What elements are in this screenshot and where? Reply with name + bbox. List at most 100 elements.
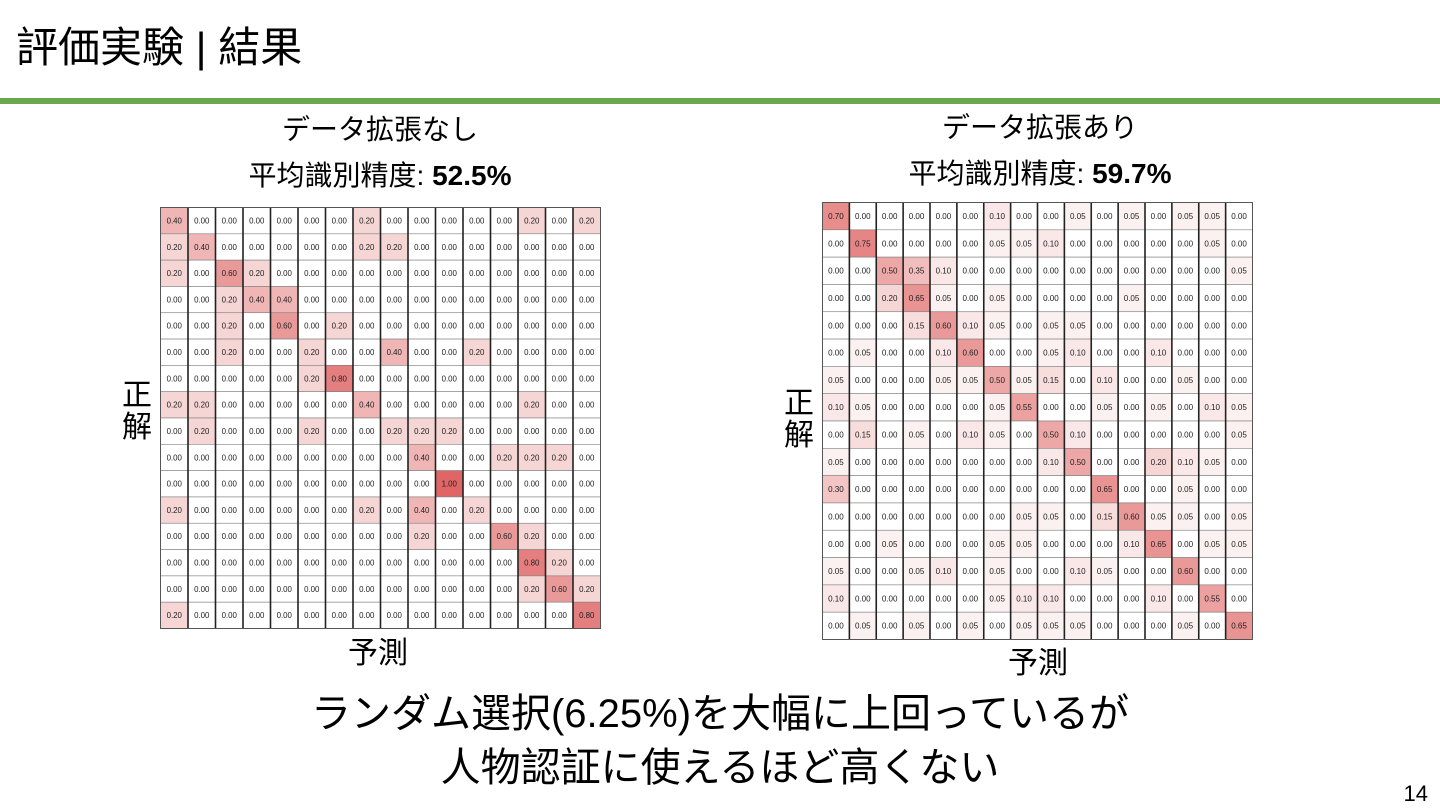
left-cell-label-5-0: 0.00 bbox=[167, 348, 183, 357]
left-cell-15-5 bbox=[297, 601, 326, 629]
right-cell-1-14 bbox=[1198, 229, 1226, 258]
right-cell-13-1 bbox=[849, 557, 877, 586]
right-cell-label-12-1: 0.00 bbox=[855, 540, 871, 549]
left-cell-label-5-10: 0.00 bbox=[442, 348, 458, 357]
left-cell-14-2 bbox=[215, 575, 244, 603]
right-cell-6-1 bbox=[849, 366, 877, 394]
right-cell-14-1 bbox=[849, 584, 877, 613]
right-cell-label-8-5: 0.10 bbox=[962, 431, 978, 440]
right-cell-10-12 bbox=[1144, 475, 1173, 504]
left-cell-label-8-7: 0.00 bbox=[359, 427, 375, 436]
left-cell-11-10 bbox=[435, 496, 464, 524]
left-cell-label-9-10: 0.00 bbox=[442, 453, 458, 462]
left-cell-label-0-9: 0.00 bbox=[414, 216, 430, 225]
right-cell-label-2-7: 0.00 bbox=[1016, 267, 1032, 276]
right-cell-label-1-9: 0.00 bbox=[1070, 239, 1086, 248]
right-cell-label-8-15: 0.05 bbox=[1231, 431, 1247, 440]
left-cell-1-5 bbox=[297, 233, 326, 261]
right-cell-14-10 bbox=[1090, 584, 1119, 613]
right-cell-label-5-7: 0.00 bbox=[1016, 349, 1032, 358]
right-cell-label-2-12: 0.00 bbox=[1151, 267, 1167, 276]
left-cell-7-6 bbox=[325, 391, 354, 419]
left-cell-4-5 bbox=[297, 312, 326, 340]
right-cell-4-8 bbox=[1037, 311, 1065, 340]
left-cell-1-2 bbox=[215, 233, 244, 261]
right-cell-label-11-13: 0.05 bbox=[1177, 512, 1193, 521]
right-cell-label-15-3: 0.05 bbox=[909, 622, 925, 631]
left-cell-label-3-7: 0.00 bbox=[359, 295, 375, 304]
left-cell-label-12-14: 0.00 bbox=[552, 532, 568, 541]
left-cell-13-8 bbox=[380, 549, 409, 577]
right-cell-label-11-10: 0.15 bbox=[1097, 512, 1113, 521]
right-ylabel: 正解 bbox=[779, 388, 819, 452]
left-cell-label-7-6: 0.00 bbox=[332, 401, 348, 410]
right-cell-label-0-7: 0.00 bbox=[1016, 212, 1032, 221]
left-cell-8-14 bbox=[545, 417, 574, 445]
left-cell-label-14-3: 0.00 bbox=[249, 585, 265, 594]
left-cell-label-1-5: 0.00 bbox=[304, 243, 320, 252]
left-cell-label-6-2: 0.00 bbox=[222, 374, 238, 383]
right-cell-13-8 bbox=[1037, 557, 1065, 586]
left-cell-15-6 bbox=[325, 601, 354, 629]
right-cell-label-7-11: 0.00 bbox=[1124, 403, 1140, 412]
right-cell-label-13-8: 0.00 bbox=[1043, 567, 1059, 576]
left-cell-2-9 bbox=[407, 259, 436, 287]
left-cell-label-0-11: 0.00 bbox=[469, 216, 485, 225]
left-cell-label-15-1: 0.00 bbox=[194, 611, 210, 620]
right-cell-label-0-9: 0.05 bbox=[1070, 212, 1086, 221]
left-cell-12-0 bbox=[160, 522, 189, 550]
right-cell-label-3-7: 0.00 bbox=[1016, 294, 1032, 303]
left-cell-label-12-12: 0.60 bbox=[497, 532, 513, 541]
right-cell-label-0-4: 0.00 bbox=[936, 212, 952, 221]
right-cell-label-1-0: 0.00 bbox=[828, 239, 844, 248]
right-cell-11-8 bbox=[1037, 502, 1065, 531]
right-cell-label-0-6: 0.10 bbox=[989, 212, 1005, 221]
right-cell-label-12-2: 0.05 bbox=[882, 540, 898, 549]
left-cell-label-6-15: 0.00 bbox=[579, 374, 595, 383]
left-cell-label-5-3: 0.00 bbox=[249, 348, 265, 357]
right-cell-label-13-1: 0.00 bbox=[855, 567, 871, 576]
left-cell-15-11 bbox=[462, 601, 491, 629]
left-cell-label-15-3: 0.00 bbox=[249, 611, 265, 620]
right-cell-label-15-0: 0.00 bbox=[828, 622, 844, 631]
right-cell-label-9-7: 0.00 bbox=[1016, 458, 1032, 467]
right-cell-label-4-5: 0.10 bbox=[962, 321, 978, 330]
left-cell-label-3-5: 0.00 bbox=[304, 295, 320, 304]
right-cell-label-14-8: 0.10 bbox=[1043, 594, 1059, 603]
right-cell-label-12-9: 0.00 bbox=[1070, 540, 1086, 549]
right-cell-label-6-15: 0.00 bbox=[1231, 376, 1247, 385]
left-cell-label-15-7: 0.00 bbox=[359, 611, 375, 620]
left-cell-label-6-0: 0.00 bbox=[167, 374, 183, 383]
left-cell-label-1-9: 0.00 bbox=[414, 243, 430, 252]
left-cell-label-5-9: 0.00 bbox=[414, 348, 430, 357]
right-cell-label-7-8: 0.00 bbox=[1043, 403, 1059, 412]
left-cell-2-13 bbox=[517, 259, 546, 287]
right-cell-label-8-6: 0.05 bbox=[989, 431, 1005, 440]
left-cell-label-11-0: 0.20 bbox=[167, 506, 183, 515]
left-cell-label-2-9: 0.00 bbox=[414, 269, 430, 278]
right-cell-label-4-13: 0.00 bbox=[1177, 321, 1193, 330]
right-cell-2-0 bbox=[822, 256, 850, 285]
right-cell-label-4-12: 0.00 bbox=[1151, 321, 1167, 330]
left-cell-9-1 bbox=[187, 444, 216, 471]
right-cell-8-8 bbox=[1037, 420, 1065, 449]
left-cell-label-9-15: 0.00 bbox=[579, 453, 595, 462]
right-cell-label-15-13: 0.05 bbox=[1177, 622, 1193, 631]
left-cell-0-9 bbox=[407, 207, 436, 235]
right-cell-label-15-8: 0.05 bbox=[1043, 622, 1059, 631]
left-cell-1-4 bbox=[270, 233, 299, 261]
right-cell-label-5-13: 0.00 bbox=[1177, 349, 1193, 358]
right-cell-12-12 bbox=[1144, 529, 1173, 558]
right-cell-label-6-7: 0.05 bbox=[1016, 376, 1032, 385]
right-cell-label-15-7: 0.05 bbox=[1016, 622, 1032, 631]
left-cell-label-6-10: 0.00 bbox=[442, 374, 458, 383]
right-cell-4-9 bbox=[1064, 311, 1092, 340]
left-cell-4-3 bbox=[242, 312, 271, 340]
right-cell-label-1-11: 0.00 bbox=[1124, 239, 1140, 248]
right-cell-label-8-1: 0.15 bbox=[855, 431, 871, 440]
left-cell-4-2 bbox=[215, 312, 244, 340]
right-cell-label-14-1: 0.00 bbox=[855, 594, 871, 603]
right-cell-11-11 bbox=[1117, 502, 1146, 531]
left-cell-label-15-8: 0.00 bbox=[387, 611, 403, 620]
right-cell-label-9-15: 0.00 bbox=[1231, 458, 1247, 467]
